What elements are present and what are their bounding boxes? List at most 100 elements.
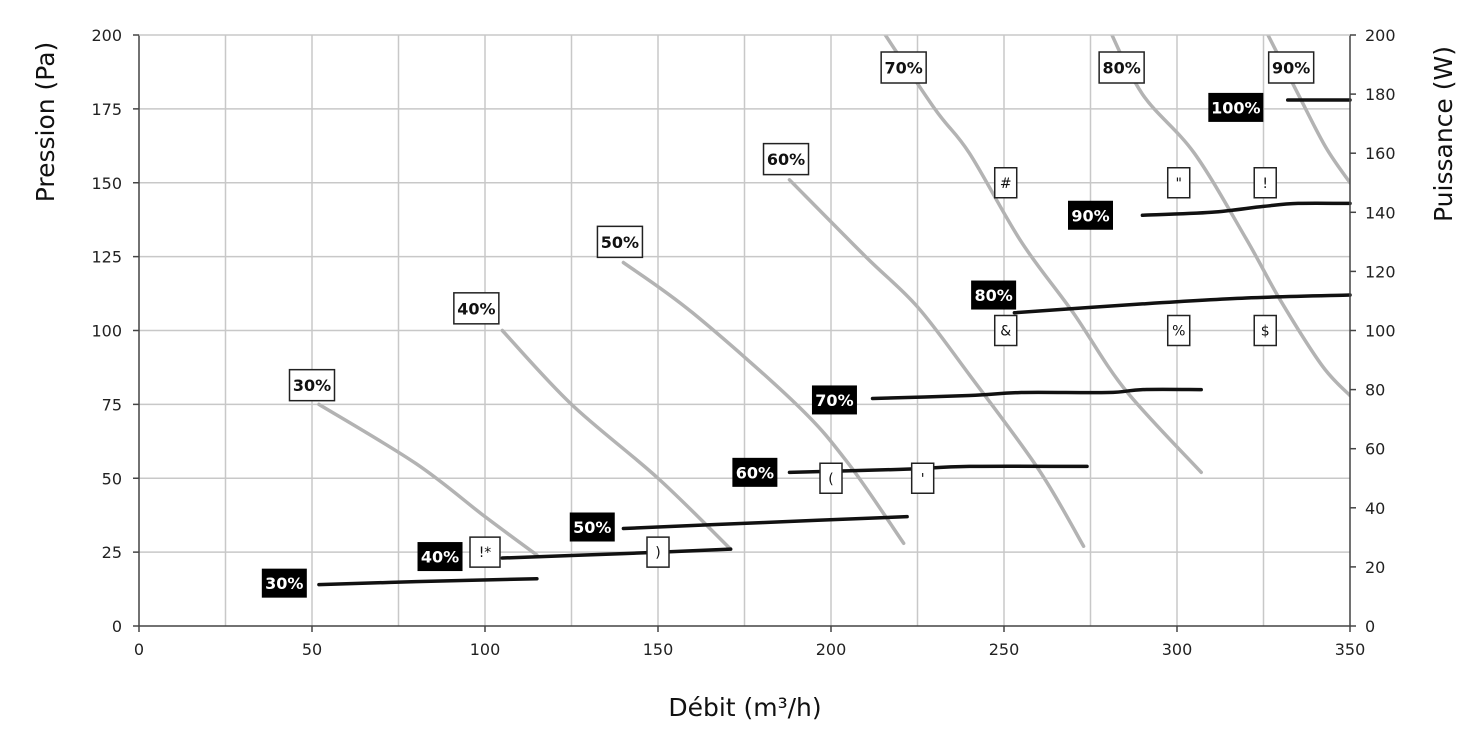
point-marker: ( xyxy=(819,462,843,494)
point-marker-frame xyxy=(910,462,935,494)
pressure-label-text: 30% xyxy=(293,376,331,395)
power-label-text: 50% xyxy=(573,518,611,537)
x-tick-label: 50 xyxy=(302,640,322,659)
pressure-label-box: 30% xyxy=(288,368,336,402)
pressure-label-box: 40% xyxy=(453,292,500,325)
power-label-frame xyxy=(811,385,857,415)
power-curve-90pct xyxy=(1140,201,1352,218)
point-marker-frame xyxy=(646,536,670,568)
y2-tick-label: 120 xyxy=(1365,262,1396,281)
power-label-frame xyxy=(1068,200,1113,230)
pressure-label-text: 80% xyxy=(1102,59,1140,78)
x-tick-label: 350 xyxy=(1335,640,1366,659)
power-label-frame xyxy=(971,280,1017,310)
pressure-curve-60pct xyxy=(787,178,1086,548)
y-tick-label: 175 xyxy=(91,100,122,119)
point-marker-text: % xyxy=(1172,324,1185,340)
power-label-frame xyxy=(569,512,615,542)
pressure-label-box: 60% xyxy=(762,142,810,176)
y2-axis-title: Puissance (W) xyxy=(1429,46,1458,222)
x-tick-label: 150 xyxy=(643,640,674,659)
point-marker-frame xyxy=(993,167,1018,199)
pressure-label-text: 60% xyxy=(767,150,805,169)
point-marker: % xyxy=(1166,314,1191,347)
point-marker-text: !* xyxy=(479,545,492,561)
point-marker-frame xyxy=(1253,314,1277,347)
pressure-label-frame xyxy=(880,51,927,84)
point-marker-text: ! xyxy=(1262,176,1268,192)
point-marker-frame xyxy=(469,536,501,568)
pressure-label-frame xyxy=(453,292,500,325)
x-tick-label: 300 xyxy=(1162,640,1193,659)
x-axis-title: Débit (m³/h) xyxy=(668,693,821,722)
y2-tick-label: 160 xyxy=(1365,144,1396,163)
power-label-box: 30% xyxy=(261,568,307,598)
x-tick-label: 100 xyxy=(470,640,501,659)
power-curve-30pct xyxy=(317,576,539,587)
y-tick-label: 25 xyxy=(102,543,122,562)
pressure-curve-70pct xyxy=(883,35,1203,475)
power-label-frame xyxy=(261,568,307,598)
y-tick-label: 75 xyxy=(102,395,122,414)
curve-labels: 30% 40% 50% 60% 70% 80% 90% 30% 40% 50% 60% 70% 80% 9… xyxy=(261,51,1315,598)
pressure-label-frame xyxy=(1267,51,1315,84)
pressure-label-box: 90% xyxy=(1267,51,1315,84)
pressure-label-frame xyxy=(596,225,644,259)
pressure-label-box: 50% xyxy=(596,225,644,259)
power-label-box: 40% xyxy=(417,542,463,572)
point-marker: # xyxy=(993,167,1018,199)
x-tick-label: 250 xyxy=(989,640,1020,659)
y2-tick-label: 0 xyxy=(1365,617,1375,636)
y-tick-label: 50 xyxy=(102,469,122,488)
pressure-curve-80pct xyxy=(1110,35,1350,398)
pressure-label-box: 80% xyxy=(1098,51,1145,84)
power-label-box: 50% xyxy=(569,512,615,542)
pressure-label-box: 70% xyxy=(880,51,927,84)
point-marker-text: ) xyxy=(655,545,660,561)
power-curve-40pct xyxy=(500,547,733,560)
y2-tick-label: 100 xyxy=(1365,322,1396,341)
power-curves xyxy=(317,98,1352,587)
x-tick-label: 0 xyxy=(134,640,144,659)
power-label-frame xyxy=(732,457,778,487)
pressure-label-text: 50% xyxy=(601,233,639,252)
pressure-curve-50pct xyxy=(621,260,906,546)
point-marker-frame xyxy=(993,314,1018,347)
y2-tick-label: 40 xyxy=(1365,499,1385,518)
power-label-box: 60% xyxy=(732,457,778,487)
y-tick-label: 125 xyxy=(91,248,122,267)
power-label-box: 80% xyxy=(971,280,1017,310)
point-marker-frame xyxy=(819,462,843,494)
point-marker: " xyxy=(1166,167,1191,199)
point-marker-text: ( xyxy=(828,471,833,487)
power-label-frame xyxy=(1208,92,1264,122)
y-axis-title: Pression (Pa) xyxy=(31,42,60,203)
y-tick-label: 0 xyxy=(112,617,122,636)
pressure-curve-90pct xyxy=(1266,35,1350,185)
point-marker-text: ' xyxy=(921,471,925,487)
point-marker-text: " xyxy=(1176,176,1182,192)
power-label-box: 70% xyxy=(811,385,857,415)
pressure-label-text: 90% xyxy=(1272,59,1310,78)
power-label-text: 80% xyxy=(974,286,1012,305)
power-label-box: 90% xyxy=(1068,200,1113,230)
y2-tick-label: 180 xyxy=(1365,85,1396,104)
power-label-text: 60% xyxy=(736,463,774,482)
point-marker: $ xyxy=(1253,314,1277,347)
power-curve-50pct xyxy=(621,514,909,531)
y-tick-label: 200 xyxy=(91,26,122,45)
point-marker: ) xyxy=(646,536,670,568)
point-marker-text: & xyxy=(1000,324,1011,340)
pressure-label-text: 70% xyxy=(885,59,923,78)
x-tick-label: 200 xyxy=(816,640,847,659)
pressure-label-text: 40% xyxy=(457,299,495,318)
power-label-box: 100% xyxy=(1208,92,1264,122)
point-marker-text: # xyxy=(1000,176,1012,192)
power-curve-80pct xyxy=(1012,293,1352,315)
y2-tick-label: 200 xyxy=(1365,26,1396,45)
pressure-curve-30pct xyxy=(317,402,539,557)
point-marker: !* xyxy=(469,536,501,568)
pressure-label-frame xyxy=(762,142,810,176)
power-curve-70pct xyxy=(870,387,1203,401)
